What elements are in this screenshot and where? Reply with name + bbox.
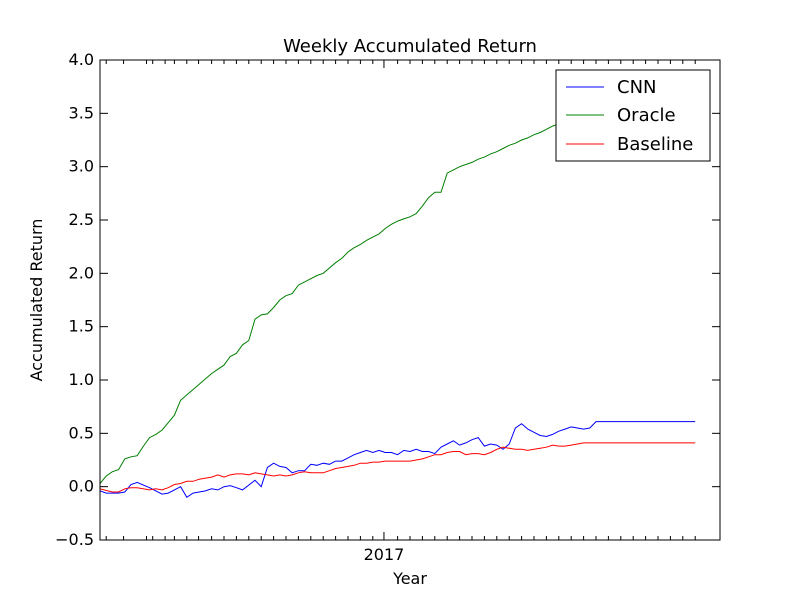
y-tick-label: 1.0 <box>69 370 94 389</box>
legend: CNN Oracle Baseline <box>555 69 711 162</box>
y-tick-label: 0.5 <box>69 423 94 442</box>
x-axis: 2017 <box>105 60 696 564</box>
y-tick-label: 0.0 <box>69 477 94 496</box>
legend-label-baseline: Baseline <box>617 134 693 155</box>
y-tick-label: 2.0 <box>69 263 94 282</box>
y-tick-label: 1.5 <box>69 317 94 336</box>
y-axis-label: Accumulated Return <box>27 219 46 382</box>
x-tick-label: 2017 <box>364 545 405 564</box>
chart-title: Weekly Accumulated Return <box>283 36 537 57</box>
x-axis-label: Year <box>392 569 427 588</box>
y-axis: −0.5 0.0 0.5 1.0 1.5 2.0 2.5 3.0 3.5 4.0 <box>55 50 720 549</box>
y-tick-label: −0.5 <box>55 530 94 549</box>
series-line-baseline <box>100 442 696 493</box>
y-tick-label: 4.0 <box>69 50 94 69</box>
y-tick-label: 2.5 <box>69 210 94 229</box>
y-tick-label: 3.0 <box>69 157 94 176</box>
y-tick-label: 3.5 <box>69 103 94 122</box>
legend-label-cnn: CNN <box>617 77 657 98</box>
series-line-cnn <box>100 421 696 499</box>
legend-label-oracle: Oracle <box>617 105 676 126</box>
